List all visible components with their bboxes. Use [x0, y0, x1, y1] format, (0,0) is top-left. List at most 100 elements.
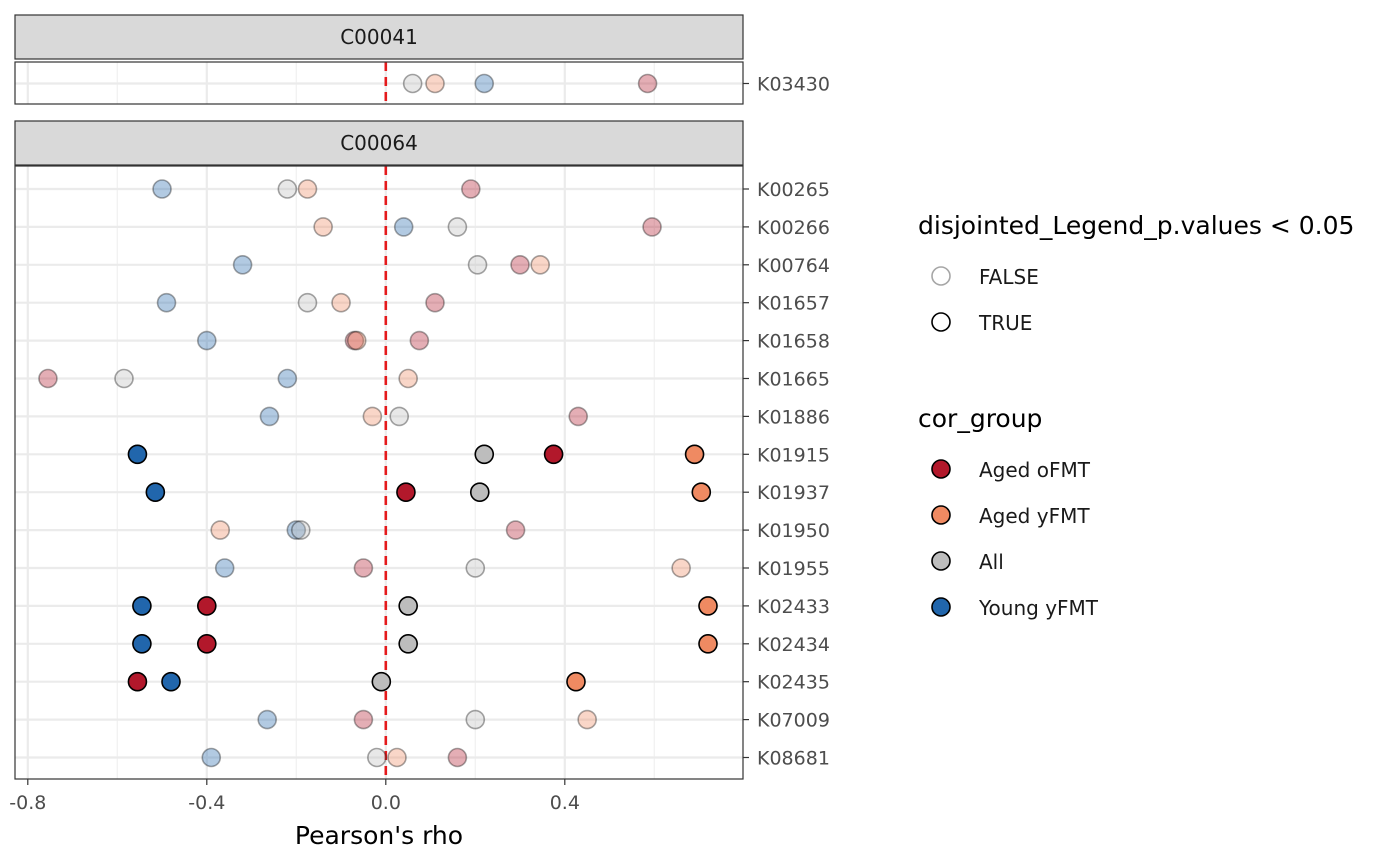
- data-point: [286, 520, 307, 540]
- data-point: [469, 482, 490, 503]
- data-point: [568, 406, 589, 427]
- data-point: [152, 179, 172, 199]
- y-tick-label: K00266: [757, 217, 830, 239]
- data-point: [461, 179, 481, 199]
- y-tick-label: K00764: [757, 255, 830, 277]
- data-point: [698, 633, 718, 654]
- data-point: [566, 671, 586, 692]
- data-point: [398, 596, 418, 616]
- x-axis-title: Pearson's rho: [295, 821, 463, 850]
- y-tick-label: K01915: [757, 444, 830, 466]
- legend-key-symbol: [931, 312, 951, 332]
- x-tick-label: -0.8: [9, 792, 46, 814]
- legend: disjointed_Legend_p.values < 0.05 FALSE TR…: [918, 211, 1354, 620]
- x-tick-label: 0.4: [550, 792, 580, 814]
- data-point: [197, 633, 217, 654]
- data-point: [214, 558, 235, 578]
- data-point: [447, 747, 468, 768]
- legend-key-symbol: [931, 459, 951, 479]
- y-tick-label: K08681: [757, 748, 830, 770]
- data-point: [127, 444, 148, 465]
- data-point: [197, 330, 217, 351]
- data-point: [398, 633, 418, 654]
- legend-key-symbol: [931, 505, 951, 525]
- data-point: [409, 330, 430, 351]
- facet-strip-label: C00041: [340, 25, 418, 49]
- facet-strip: [14, 14, 744, 60]
- legend-key-label: FALSE: [979, 265, 1039, 289]
- y-tick-label: K07009: [757, 710, 830, 732]
- y-tick-label: K02435: [757, 672, 830, 694]
- data-point: [543, 444, 564, 465]
- legend-title-significance: disjointed_Legend_p.values < 0.05: [918, 211, 1354, 240]
- data-point: [465, 709, 486, 730]
- legend-key-label: All: [979, 550, 1004, 574]
- data-point: [367, 747, 387, 768]
- data-point: [398, 368, 418, 389]
- data-point: [671, 558, 691, 578]
- legend-key-label: Young yFMT: [978, 596, 1099, 620]
- data-point: [396, 482, 416, 503]
- data-point: [474, 73, 495, 94]
- data-point: [353, 709, 374, 730]
- legend-key-symbol: [931, 551, 951, 571]
- facet-panels: C00041 K03430 C00064 K00265 K00266 K00764 K016…: [14, 14, 830, 780]
- legend-title-cor-group: cor_group: [918, 404, 1042, 433]
- y-tick-label: K01658: [757, 331, 830, 353]
- data-point: [510, 254, 530, 275]
- facet-strip-label: C00064: [340, 131, 418, 155]
- data-point: [232, 254, 253, 275]
- data-point: [257, 709, 278, 730]
- data-point: [277, 368, 298, 389]
- y-tick-label: K01955: [757, 558, 830, 580]
- data-point: [127, 671, 148, 692]
- data-point: [425, 73, 445, 94]
- data-point: [297, 292, 318, 313]
- data-point: [389, 406, 410, 427]
- facet-panel-C00041: C00041 K03430: [14, 14, 830, 105]
- data-point: [132, 596, 152, 616]
- data-point: [331, 292, 351, 313]
- data-point: [393, 217, 414, 237]
- y-tick-label: K02433: [757, 596, 830, 618]
- data-point: [362, 406, 383, 427]
- data-point: [691, 482, 712, 503]
- data-point: [698, 596, 718, 616]
- data-point: [38, 368, 58, 389]
- data-point: [637, 73, 658, 94]
- data-point: [467, 254, 488, 275]
- data-point: [530, 254, 550, 275]
- data-point: [577, 709, 597, 730]
- y-tick-label: K01937: [757, 482, 830, 504]
- data-point: [447, 217, 468, 237]
- legend-key-label: Aged yFMT: [979, 504, 1090, 528]
- data-point: [402, 73, 423, 94]
- legend-key-symbol: [931, 597, 951, 617]
- data-point: [161, 671, 181, 692]
- facet-strip: [14, 120, 744, 166]
- y-tick-label: K02434: [757, 634, 830, 656]
- data-point: [290, 520, 311, 540]
- data-point: [201, 747, 222, 768]
- facet-panel-C00064: C00064 K00265 K00266 K00764 K01657 K01658 K016…: [14, 120, 830, 780]
- data-point: [210, 520, 231, 540]
- panel-border: [14, 165, 744, 780]
- data-point: [474, 444, 495, 465]
- data-point: [505, 520, 526, 540]
- y-tick-label: K00265: [757, 179, 830, 201]
- data-point: [371, 671, 392, 692]
- legend-key-symbol: [931, 266, 951, 286]
- data-point: [297, 179, 318, 199]
- data-point: [642, 217, 662, 237]
- legend-key-label: Aged oFMT: [979, 458, 1091, 482]
- y-tick-label: K03430: [757, 74, 830, 96]
- data-point: [465, 558, 486, 578]
- x-tick-label: 0.0: [371, 792, 401, 814]
- data-point: [425, 292, 445, 313]
- data-point: [132, 633, 152, 654]
- data-point: [156, 292, 177, 313]
- data-point: [387, 747, 407, 768]
- data-point: [197, 596, 217, 616]
- data-point: [277, 179, 298, 199]
